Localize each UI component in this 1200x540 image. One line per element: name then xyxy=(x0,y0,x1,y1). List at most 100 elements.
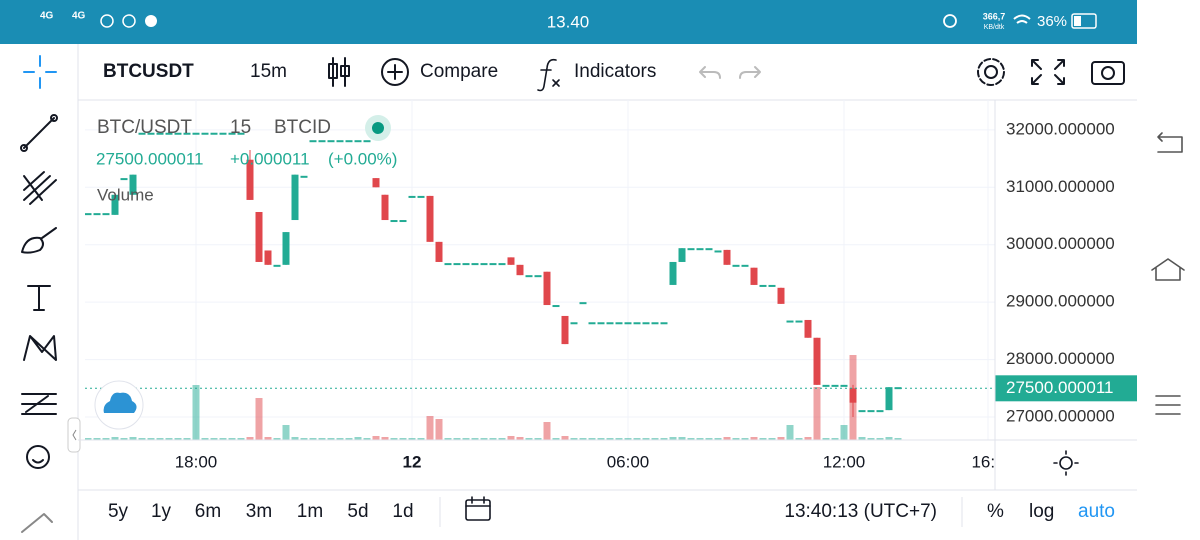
volume-bar xyxy=(840,425,848,440)
go-to-date[interactable] xyxy=(465,496,491,507)
fib-tool[interactable] xyxy=(23,171,57,205)
settings[interactable] xyxy=(977,58,1005,86)
volume-bar xyxy=(561,436,569,440)
compare-icon[interactable] xyxy=(387,64,403,80)
text-tool[interactable] xyxy=(27,285,51,311)
range-button[interactable]: 5d xyxy=(347,501,368,522)
nav-back[interactable] xyxy=(1157,132,1183,153)
candle-body xyxy=(228,132,236,135)
compare-icon[interactable] xyxy=(381,58,409,86)
nav-menu[interactable] xyxy=(1155,395,1181,415)
y-tick-label: 29000.000000 xyxy=(1006,292,1115,311)
candle-body xyxy=(777,287,785,304)
undo[interactable] xyxy=(699,66,721,79)
chart-type[interactable] xyxy=(328,63,338,79)
trend-line-tool[interactable] xyxy=(50,114,58,122)
volume-bar xyxy=(615,438,623,440)
volume-bar xyxy=(426,416,434,440)
fullscreen[interactable] xyxy=(1031,59,1065,85)
candle-body xyxy=(138,132,146,135)
volume-bar xyxy=(93,438,101,440)
candle-body xyxy=(876,410,884,413)
ruler-tool[interactable] xyxy=(21,513,53,533)
candle-body xyxy=(354,140,362,143)
range-button[interactable]: 1d xyxy=(392,501,413,522)
indicators-icon[interactable] xyxy=(537,58,560,92)
candle-body xyxy=(237,132,245,135)
clock-timezone[interactable]: 13:40:13 (UTC+7) xyxy=(784,501,937,522)
compare-button[interactable]: Compare xyxy=(420,61,498,82)
axis-settings[interactable] xyxy=(1059,456,1073,470)
range-button[interactable]: 5y xyxy=(108,501,129,522)
range-button[interactable]: 1m xyxy=(297,501,323,522)
candle-body xyxy=(822,384,830,387)
range-button[interactable]: 1y xyxy=(151,501,172,522)
trend-line-tool[interactable] xyxy=(23,117,55,149)
volume-bar xyxy=(381,437,389,440)
volume-bar xyxy=(642,438,650,440)
chart-type[interactable] xyxy=(340,65,350,77)
range-button[interactable]: 3m xyxy=(246,501,272,522)
collapse-toggle[interactable] xyxy=(72,429,77,441)
volume-bar xyxy=(597,438,605,440)
volume-bar xyxy=(885,437,893,440)
volume-bar xyxy=(660,438,668,440)
candle-body xyxy=(174,132,182,135)
y-tick-label: 31000.000000 xyxy=(1006,177,1115,196)
candle-body xyxy=(525,275,533,278)
emoji-tool[interactable] xyxy=(32,459,44,464)
collapse-toggle[interactable] xyxy=(67,417,81,453)
percent-toggle[interactable]: % xyxy=(987,501,1004,522)
logo[interactable] xyxy=(103,392,137,413)
candle-body xyxy=(336,140,344,143)
auto-toggle[interactable]: auto xyxy=(1078,501,1115,522)
redo[interactable] xyxy=(739,66,761,79)
go-to-date[interactable] xyxy=(465,499,491,521)
volume-bar xyxy=(264,437,272,440)
candle-body xyxy=(120,178,128,181)
network: 4G xyxy=(72,11,86,22)
candle-body xyxy=(804,319,812,338)
candle-body xyxy=(471,263,479,266)
volume-bar xyxy=(651,438,659,440)
candle-body xyxy=(660,322,668,325)
trend-line-tool[interactable] xyxy=(20,144,28,152)
nav-home[interactable] xyxy=(1151,258,1185,281)
candle-body xyxy=(759,284,767,287)
settings[interactable] xyxy=(984,65,998,79)
indicators-button[interactable]: Indicators xyxy=(574,61,656,82)
x-tick-label: 06:00 xyxy=(607,452,650,471)
screenshot[interactable] xyxy=(1101,66,1115,80)
candle-body xyxy=(291,174,299,221)
crosshair-tool[interactable] xyxy=(23,55,57,89)
volume-bar xyxy=(633,438,641,440)
symbol[interactable]: BTCUSDT xyxy=(103,61,194,82)
chart-type[interactable] xyxy=(332,57,346,87)
volume-bar xyxy=(282,425,290,440)
volume-bar xyxy=(255,398,263,440)
volume-bar xyxy=(696,438,704,440)
candle-body xyxy=(840,384,848,387)
candle-body xyxy=(750,267,758,285)
candle-body xyxy=(399,220,407,223)
candle-body xyxy=(534,275,542,278)
candle-body xyxy=(606,322,614,325)
emoji-tool[interactable] xyxy=(26,445,50,469)
volume-bar xyxy=(471,438,479,440)
axis-settings[interactable] xyxy=(1053,450,1079,476)
interval[interactable]: 15m xyxy=(250,61,287,82)
candle-body xyxy=(300,175,308,178)
screenshot[interactable] xyxy=(1091,61,1125,85)
range-button[interactable]: 6m xyxy=(195,501,221,522)
prediction-tool[interactable] xyxy=(21,393,57,415)
log-toggle[interactable]: log xyxy=(1029,501,1054,522)
candle-body xyxy=(507,257,515,265)
pattern-tool[interactable] xyxy=(23,335,57,361)
volume-bar xyxy=(516,437,524,440)
last-price-badge xyxy=(995,375,1137,402)
brush-tool[interactable] xyxy=(21,227,57,254)
candle-body xyxy=(93,213,101,216)
candle-body xyxy=(696,248,704,251)
candle-body xyxy=(543,271,551,306)
volume-bar xyxy=(111,437,119,440)
